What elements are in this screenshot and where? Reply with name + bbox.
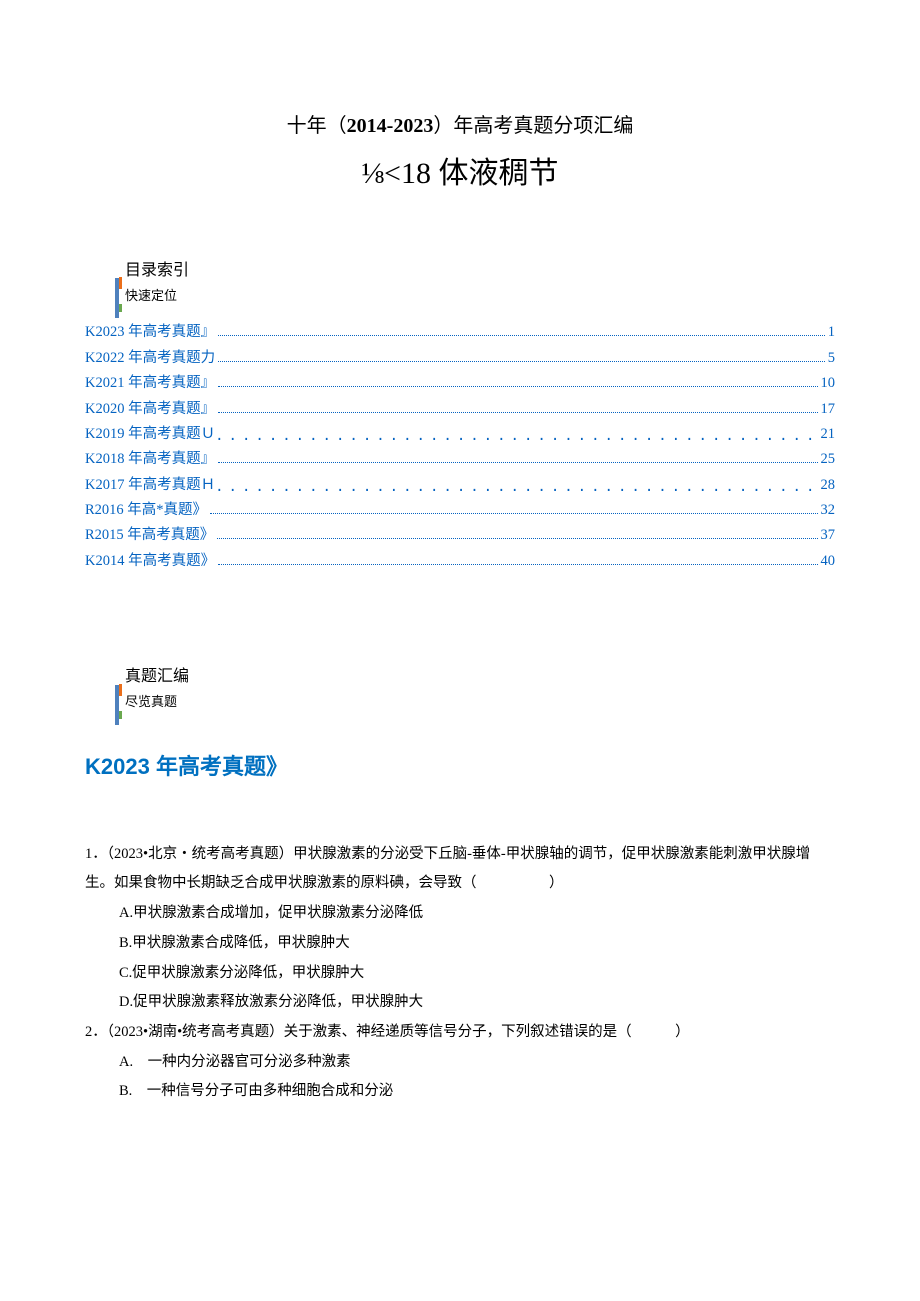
question-stem: 1．（2023•北京・统考高考真题）甲状腺激素的分泌受下丘脑-垂体-甲状腺轴的调… bbox=[85, 840, 835, 899]
toc-row[interactable]: K2018 年高考真题』 25 bbox=[85, 447, 835, 472]
toc-title: K2020 年高考真题』 bbox=[85, 397, 215, 422]
question-option: B.甲状腺激素合成降低，甲状腺肿大 bbox=[119, 929, 835, 959]
doc-title-line2: ⅛<18 体液稠节 bbox=[85, 150, 835, 198]
question: 2．（2023•湖南•统考高考真题）关于激素、神经递质等信号分子，下列叙述错误的… bbox=[85, 1018, 835, 1107]
toc-row[interactable]: K2022 年高考真题力 5 bbox=[85, 346, 835, 371]
toc-page-number: 37 bbox=[821, 523, 836, 548]
toc-leader-dots bbox=[210, 513, 817, 514]
toc-title: K2018 年高考真题』 bbox=[85, 447, 215, 472]
toc-row[interactable]: K2019 年高考真题Ｕ ...........................… bbox=[85, 422, 835, 447]
toc-title: K2014 年高考真题》 bbox=[85, 549, 215, 574]
bar-accent-icon bbox=[119, 277, 122, 289]
year-heading: K2023 年高考真题》 bbox=[85, 749, 835, 784]
question-stem: 2．（2023•湖南•统考高考真题）关于激素、神经递质等信号分子，下列叙述错误的… bbox=[85, 1018, 835, 1048]
toc-page-number: 17 bbox=[821, 397, 836, 422]
bar-accent-icon bbox=[119, 304, 122, 312]
question-option: B. 一种信号分子可由多种细胞合成和分泌 bbox=[119, 1077, 835, 1107]
toc-title: K2017 年高考真题Ｈ bbox=[85, 473, 215, 498]
section-bar-icon bbox=[115, 685, 119, 725]
toc-leader-dots bbox=[218, 361, 825, 362]
toc-title: K2021 年高考真题』 bbox=[85, 371, 215, 396]
toc-row[interactable]: K2021 年高考真题』 10 bbox=[85, 371, 835, 396]
title-post: ）年高考真题分项汇编 bbox=[433, 115, 633, 137]
question-option: A.甲状腺激素合成增加，促甲状腺激素分泌降低 bbox=[119, 899, 835, 929]
compile-label-sub: 尽览真题 bbox=[125, 692, 189, 713]
question-options: A.甲状腺激素合成增加，促甲状腺激素分泌降低B.甲状腺激素合成降低，甲状腺肿大C… bbox=[119, 899, 835, 1018]
toc-row[interactable]: K2023 年高考真题』 1 bbox=[85, 320, 835, 345]
question-options: A. 一种内分泌器官可分泌多种激素B. 一种信号分子可由多种细胞合成和分泌 bbox=[119, 1048, 835, 1107]
title-pre: 十年（ bbox=[287, 115, 347, 137]
toc-page-number: 1 bbox=[828, 320, 835, 345]
toc-page-number: 32 bbox=[821, 498, 836, 523]
toc-page-number: 21 bbox=[821, 422, 836, 447]
toc-leader-dots: ........................................… bbox=[215, 424, 820, 449]
toc-row[interactable]: K2014 年高考真题》 40 bbox=[85, 549, 835, 574]
toc-page-number: 10 bbox=[821, 371, 836, 396]
toc-page-number: 40 bbox=[821, 549, 836, 574]
compile-label-main: 真题汇编 bbox=[125, 664, 189, 690]
toc-leader-dots bbox=[218, 335, 825, 336]
toc-title: R2015 年高考真题》 bbox=[85, 523, 214, 548]
toc-label-main: 目录索引 bbox=[125, 258, 189, 284]
toc-title: K2019 年高考真题Ｕ bbox=[85, 422, 215, 447]
toc-leader-dots: ........................................… bbox=[215, 475, 820, 500]
toc-row[interactable]: K2020 年高考真题』 17 bbox=[85, 397, 835, 422]
question-option: A. 一种内分泌器官可分泌多种激素 bbox=[119, 1048, 835, 1078]
toc-page-number: 25 bbox=[821, 447, 836, 472]
question-option: C.促甲状腺激素分泌降低，甲状腺肿大 bbox=[119, 959, 835, 989]
questions-list: 1．（2023•北京・统考高考真题）甲状腺激素的分泌受下丘脑-垂体-甲状腺轴的调… bbox=[85, 840, 835, 1107]
doc-title-line1: 十年（2014-2023）年高考真题分项汇编 bbox=[85, 110, 835, 142]
toc-row[interactable]: R2016 年高*真题》 32 bbox=[85, 498, 835, 523]
toc-leader-dots bbox=[218, 386, 817, 387]
toc-label-sub: 快速定位 bbox=[125, 286, 189, 307]
title-years: 2014-2023 bbox=[347, 115, 434, 137]
toc-title: K2023 年高考真题』 bbox=[85, 320, 215, 345]
section-bar-icon bbox=[115, 278, 119, 318]
section-text-group: 目录索引 快速定位 bbox=[125, 258, 189, 306]
question: 1．（2023•北京・统考高考真题）甲状腺激素的分泌受下丘脑-垂体-甲状腺轴的调… bbox=[85, 840, 835, 1018]
toc-section-label: 目录索引 快速定位 bbox=[115, 258, 835, 306]
question-option: D.促甲状腺激素释放激素分泌降低，甲状腺肿大 bbox=[119, 988, 835, 1018]
bar-accent-icon bbox=[119, 711, 122, 719]
toc-page-number: 28 bbox=[821, 473, 836, 498]
toc-row[interactable]: K2017 年高考真题Ｈ ...........................… bbox=[85, 473, 835, 498]
toc-title: R2016 年高*真题》 bbox=[85, 498, 207, 523]
table-of-contents: K2023 年高考真题』 1 K2022 年高考真题力 5 K2021 年高考真题』 10… bbox=[85, 320, 835, 574]
section-text-group: 真题汇编 尽览真题 bbox=[125, 664, 189, 712]
toc-page-number: 5 bbox=[828, 346, 835, 371]
toc-row[interactable]: R2015 年高考真题》 37 bbox=[85, 523, 835, 548]
bar-accent-icon bbox=[119, 684, 122, 696]
compile-section-label: 真题汇编 尽览真题 bbox=[115, 664, 835, 712]
toc-leader-dots bbox=[218, 462, 817, 463]
toc-title: K2022 年高考真题力 bbox=[85, 346, 215, 371]
toc-leader-dots bbox=[218, 564, 817, 565]
toc-leader-dots bbox=[217, 538, 817, 539]
toc-leader-dots bbox=[218, 412, 817, 413]
